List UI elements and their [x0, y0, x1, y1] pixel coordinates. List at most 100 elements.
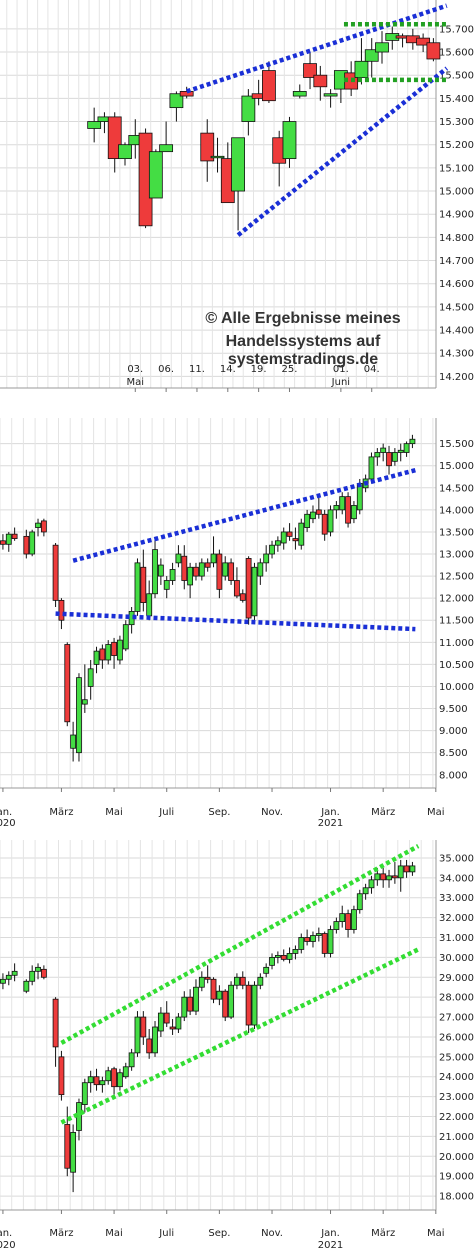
- c3-candle-body: [339, 913, 346, 922]
- c2-candle-body: [280, 531, 287, 544]
- c2-candle-body: [0, 540, 6, 545]
- c2-candle-body: [228, 562, 234, 581]
- c3-candle-body: [58, 1056, 65, 1096]
- c2-candle: [105, 640, 112, 665]
- c2-candle-body: [374, 452, 381, 458]
- c3-candle: [239, 971, 246, 990]
- c2-y-tick-label: 10.000: [439, 682, 474, 693]
- c2-candle: [157, 558, 164, 585]
- c2-candle-body: [111, 641, 117, 656]
- c1-y-tick-label: 14.200: [439, 372, 474, 383]
- c2-candle: [64, 642, 71, 727]
- c1-candle: [282, 116, 297, 168]
- c3-candle: [403, 859, 410, 878]
- c3-y-tick-label: 23.000: [439, 1092, 474, 1103]
- c1-candle: [262, 61, 276, 103]
- c1-candle-body: [107, 116, 122, 160]
- c3-y-tick-label: 19.000: [439, 1172, 474, 1183]
- c3-x-tick-label: Juli: [158, 1228, 174, 1239]
- c2-candle-body: [40, 520, 47, 533]
- c3-candle-body: [269, 956, 275, 966]
- c3-y-tick-label: 33.000: [439, 893, 474, 904]
- c3-candle: [351, 905, 357, 934]
- c3-candle-body: [0, 978, 6, 984]
- c3-candle-body: [391, 875, 398, 879]
- c3-candle: [52, 997, 59, 1067]
- c2-candle-body: [327, 509, 334, 533]
- c2-candle: [321, 509, 328, 541]
- c3-candle-body: [87, 1076, 94, 1084]
- c3-candle: [58, 1050, 65, 1101]
- c1-watermark-line: © Alle Ergebnisse meines: [205, 310, 400, 327]
- c1-candle-body: [169, 93, 184, 109]
- c1-y-tick-label: 15.000: [439, 187, 474, 198]
- c2-y-tick-label: 14.500: [439, 483, 474, 494]
- c3-candle-body: [222, 990, 229, 1018]
- c1-candle: [200, 119, 215, 182]
- c2-candle-body: [169, 569, 176, 581]
- c3-candle: [5, 971, 12, 986]
- c3-y-tick-label: 21.000: [439, 1132, 474, 1143]
- c2-candle-body: [274, 540, 281, 546]
- c2-y-tick-label: 8.000: [439, 770, 468, 781]
- c3-x-tick-label: Mai: [427, 1228, 445, 1239]
- c3-candle: [274, 951, 281, 964]
- c3-candle: [134, 1011, 141, 1057]
- c3-y-tick-label: 28.000: [439, 993, 474, 1004]
- c2-candle-body: [11, 533, 18, 539]
- c2-candle: [204, 558, 211, 572]
- c1-x-tick-label: 14.: [220, 364, 236, 375]
- c2-candle-body: [368, 456, 375, 480]
- c2-candle-body: [193, 566, 199, 577]
- c2-candle-body: [351, 505, 357, 520]
- c1-y-tick-label: 14.800: [439, 233, 474, 244]
- c2-candle: [222, 556, 229, 581]
- c2-candle-body: [81, 699, 88, 705]
- c2-candle-body: [52, 544, 59, 601]
- c3-x-tick-label: Jan.: [320, 1228, 340, 1239]
- c2-candle-body: [146, 593, 153, 617]
- c2-candle: [0, 534, 6, 550]
- c3-candle-body: [140, 1016, 147, 1038]
- c3-candle-body: [11, 970, 18, 976]
- c2-candle: [117, 635, 123, 665]
- c1-candle: [87, 107, 102, 143]
- c1-candle: [416, 33, 431, 53]
- c2-candle-body: [321, 513, 328, 535]
- c2-candle: [339, 492, 346, 515]
- c3-x-tick-label: Sep.: [208, 1228, 230, 1239]
- c3-candle: [310, 931, 316, 948]
- c1-y-tick-label: 14.500: [439, 302, 474, 313]
- c2-candle: [175, 545, 182, 568]
- c3-candle: [181, 991, 188, 1022]
- c1-x-tick-label: 03.: [127, 364, 143, 375]
- c3-candle: [11, 963, 18, 982]
- c3-candle: [222, 989, 229, 1022]
- c1-y-tick-label: 15.200: [439, 140, 474, 151]
- c1-candle: [107, 112, 122, 173]
- c2-y-tick-label: 15.000: [439, 461, 474, 472]
- c2-candle-body: [257, 562, 264, 577]
- c1-candle-body: [87, 121, 102, 129]
- c2-x-tick-label: März: [371, 807, 395, 818]
- c3-candle: [122, 1062, 129, 1079]
- c2-candle-body: [222, 562, 229, 577]
- c3-candle-body: [134, 1016, 141, 1054]
- c1-x-tick-label: 11.: [189, 364, 205, 375]
- c2-candle-body: [29, 531, 36, 555]
- c3-x-tick-sublabel: 2020: [0, 1240, 16, 1250]
- c1-y-tick-label: 15.300: [439, 117, 474, 128]
- c3-y-tick-label: 29.000: [439, 973, 474, 984]
- c3-candle-body: [99, 1080, 106, 1086]
- c3-candle-body: [380, 873, 387, 881]
- c1-trend-line: [236, 66, 449, 237]
- c2-candle-body: [245, 558, 252, 619]
- c3-candle: [315, 927, 322, 942]
- c3-candle: [169, 1019, 176, 1035]
- c3-candle: [257, 973, 264, 990]
- c1-x-tick-label: 06.: [158, 364, 174, 375]
- c2-candle-body: [157, 564, 164, 577]
- c1-y-tick-label: 15.600: [439, 48, 474, 59]
- c1-y-tick-label: 14.600: [439, 279, 474, 290]
- c3-candle: [380, 867, 387, 888]
